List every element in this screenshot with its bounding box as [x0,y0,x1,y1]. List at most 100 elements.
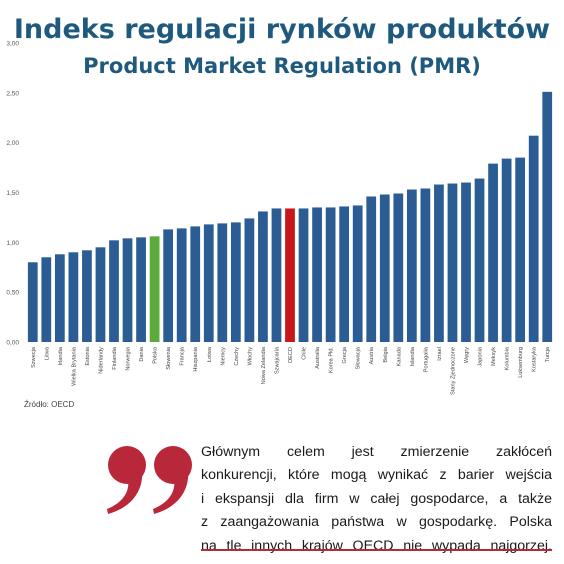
y-tick-label: 1,50 [6,190,19,197]
bar [406,189,417,342]
x-axis: Szwecja Litwa Irlandia Wielka Brytania Eston… [31,346,551,395]
x-tick-label: Japonia [478,346,484,366]
x-tick-label: Nowa Zelandia [261,346,267,384]
x-tick-label: Chile [302,347,308,360]
quote-line: z zaangażowania państwa w gospodarkę. Po… [201,514,552,531]
bar [528,135,539,342]
quote-line: i ekspansji dla firm w całej gospodarce,… [201,490,552,507]
bar [515,157,526,342]
x-tick-label: Australia [315,346,321,369]
bar-chart: 0,00 0,50 1,00 1,50 2,00 2,50 3,00 Szwecja Litw… [6,41,553,395]
x-tick-label: Słowacja [356,346,362,369]
bar [54,254,65,342]
y-tick-label: 2,00 [6,140,19,147]
x-tick-label: Stany Zjednoczone [450,347,456,395]
x-tick-label: Niderlandy [98,347,104,374]
bar [352,205,363,342]
y-axis: 0,00 0,50 1,00 1,50 2,00 2,50 3,00 [6,41,19,347]
x-tick-label: Norwegia [126,346,132,371]
x-tick-label: Estonia [85,346,91,366]
x-tick-label: Węgry [464,347,470,363]
bar [41,257,52,342]
bars [27,91,553,342]
bar [393,193,404,342]
bar [95,247,106,342]
bar [163,229,174,342]
bar [461,182,471,342]
x-tick-label: Turcja [545,346,551,362]
bar [325,207,336,342]
bar [447,183,458,342]
x-tick-label: Izrael [437,347,443,361]
chart-subtitle: Product Market Regulation (PMR) [83,54,481,78]
x-tick-label: Luksemburg [518,347,524,378]
x-tick-label: Hiszpania [193,346,199,371]
x-tick-label: Kostaryka [532,346,538,372]
bar [27,262,38,342]
x-tick-label: Wielka Brytania [71,346,77,386]
bar [109,240,119,342]
x-tick-label: Kolumbia [505,346,511,370]
x-tick-label: Portugalia [423,346,429,372]
quote-text: Głównym celem jest zmierzenie zakłóceń k… [201,441,552,558]
bar [258,211,268,342]
x-tick-label: Irlandia [58,346,64,365]
bar [501,158,512,342]
bar [285,208,295,342]
bar [203,224,214,342]
quote-underline [201,549,552,551]
x-tick-label: Łotwa [207,346,213,362]
x-tick-label: Finlandia [112,346,118,370]
bar [217,223,228,342]
bar [82,250,92,342]
quote-line: Głównym celem jest zmierzenie zakłóceń [201,444,552,460]
quote-line: na tle innych krajów OECD nie wypada naj… [201,537,552,554]
quote-line: konkurencji, które mogą wynikać z barier… [201,467,552,484]
x-tick-label: Belgia [383,346,389,362]
bar [122,238,133,342]
x-tick-label: Francja [180,346,186,366]
bar [488,163,498,342]
y-tick-label: 3,00 [6,41,19,48]
x-tick-label: OECD [288,347,294,363]
bar [366,196,377,342]
x-tick-label: Meksyk [491,347,497,366]
x-tick-label: Islandia [410,346,416,366]
x-tick-label: Włochy [247,347,253,366]
bar [68,252,79,342]
x-tick-label: Korea Płd. [329,347,335,374]
bar [271,208,282,342]
x-tick-label: Dania [139,346,145,362]
y-tick-label: 1,00 [6,240,19,247]
bar [434,184,444,342]
bar [136,237,146,342]
source-note: Źródło: OECD [24,400,75,409]
x-tick-label: Austria [369,346,375,364]
bar [190,226,201,342]
y-tick-label: 2,50 [6,90,19,97]
quote-mark-icon [107,446,192,514]
y-tick-label: 0,50 [6,290,19,297]
x-tick-label: Kanada [396,346,402,366]
bar [298,208,309,342]
y-tick-label: 0,00 [6,340,19,347]
bar [474,178,485,342]
bar [312,207,322,342]
x-tick-label: Szwecja [31,346,37,368]
bar [339,206,350,342]
x-tick-label: Polska [153,346,159,364]
bar [420,188,431,342]
bar [542,91,553,342]
bar [244,218,255,342]
chart-title: Indeks regulacji rynków produktów [13,14,551,45]
x-tick-label: Słowenia [166,346,172,370]
bar [230,222,241,342]
bar [149,236,160,342]
x-tick-label: Niemcy [220,347,226,366]
x-tick-label: Czechy [234,347,240,366]
x-tick-label: Grecja [342,346,348,363]
bar [176,228,187,342]
x-tick-label: Litwa [44,346,50,360]
x-tick-label: Szwajcaria [274,346,280,374]
bar [379,194,390,342]
